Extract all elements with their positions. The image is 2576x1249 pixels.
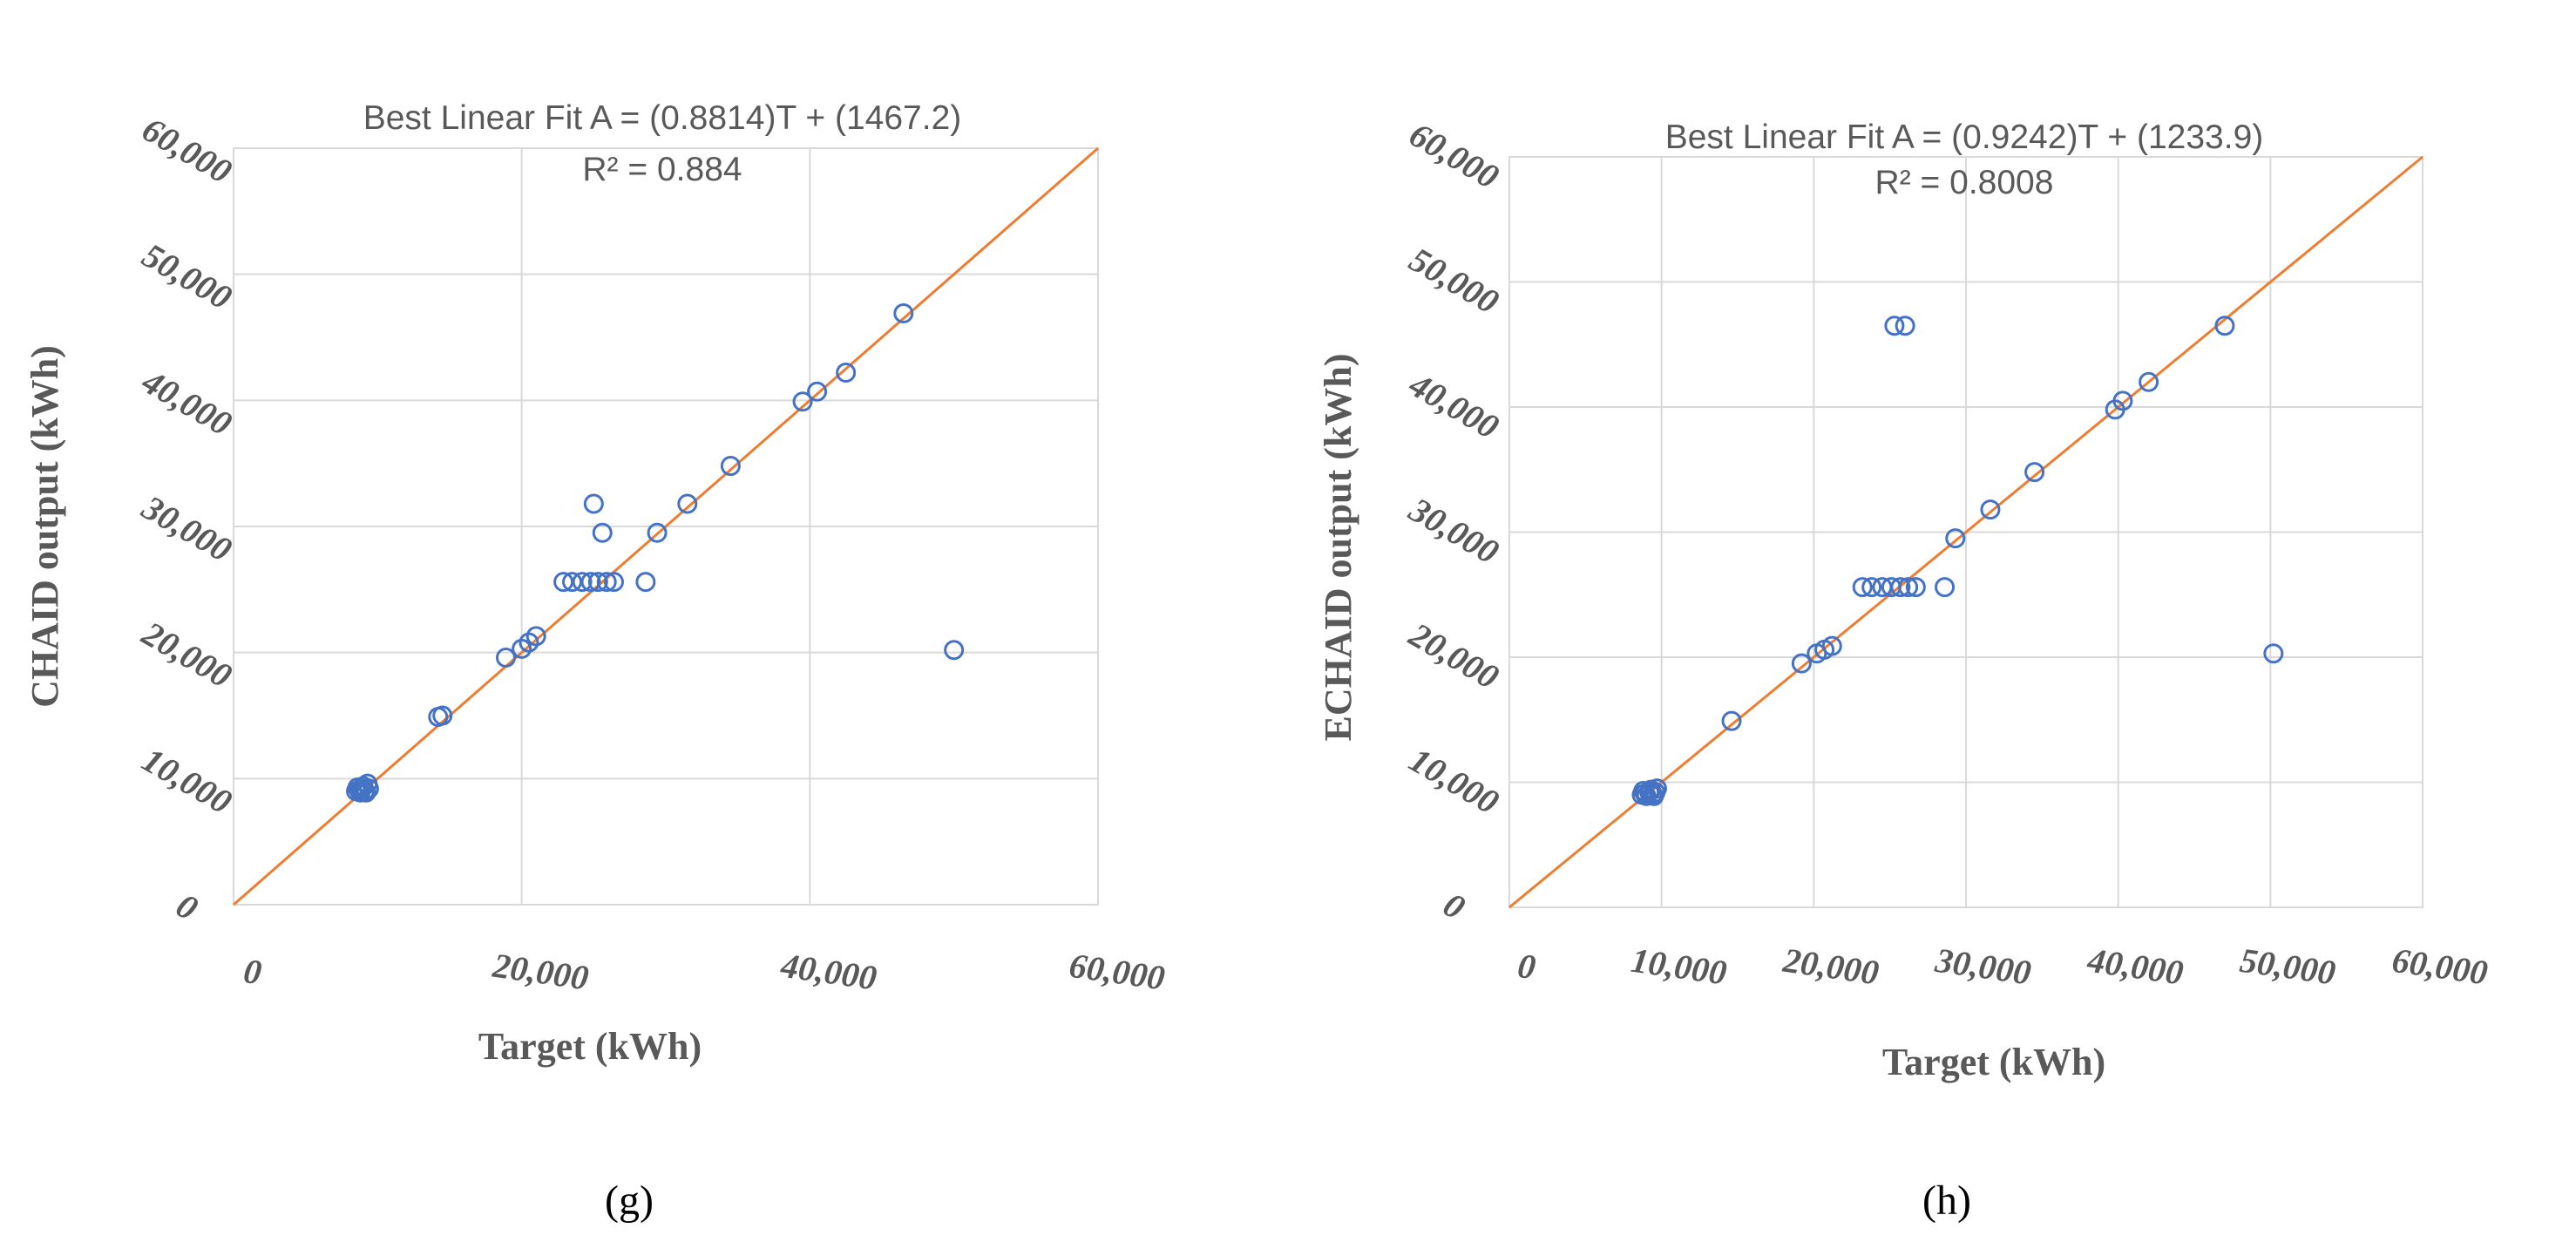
data-point [2139, 371, 2159, 392]
data-point [495, 647, 516, 668]
x-tick-label: 0 [1515, 946, 1538, 987]
data-point [1721, 710, 1742, 731]
data-point [792, 391, 813, 412]
data-point [2263, 643, 2284, 664]
panel-label-g: (g) [605, 1178, 654, 1224]
data-point [893, 303, 914, 324]
y-tick-label: 10,000 [1403, 740, 1506, 822]
y-tick-label: 20,000 [135, 613, 239, 695]
data-point [1905, 577, 1926, 598]
data-point [1980, 499, 2001, 520]
y-tick-label: 60,000 [136, 109, 239, 191]
data-point [432, 705, 453, 726]
y-tick-label: 30,000 [135, 487, 239, 569]
y-tick-label: 50,000 [136, 235, 239, 317]
gridlines-g [234, 148, 1098, 905]
x-tick-label: 10,000 [1629, 940, 1729, 993]
chart-subtitle-h: R² = 0.8008 [1875, 164, 2054, 201]
x-tick-label: 40,000 [778, 946, 879, 998]
data-point [603, 572, 624, 593]
x-tick-label: 30,000 [1932, 940, 2033, 993]
x-tick-label: 60,000 [2390, 940, 2490, 993]
y-tick-label: 30,000 [1402, 489, 1506, 571]
data-point [720, 456, 741, 477]
x-tick-label: 0 [241, 951, 264, 992]
x-tick-label: 60,000 [1067, 946, 1167, 998]
data-point [1890, 577, 1911, 598]
y-tick-label: 60,000 [1403, 114, 1506, 196]
data-point [1884, 316, 1905, 336]
data-point [525, 626, 546, 647]
x-axis-label-h: Target (kWh) [1882, 1041, 2105, 1083]
y-tick-label: 0 [170, 886, 205, 928]
points-h [1631, 316, 2284, 806]
chart-subtitle-g: R² = 0.884 [582, 151, 742, 188]
y-tick-label: 20,000 [1402, 614, 1506, 696]
data-point [1861, 577, 1882, 598]
x-tick-label: 40,000 [2085, 940, 2186, 993]
x-ticks-h: 0 10,000 20,000 30,000 40,000 50,000 60,000 [1515, 940, 2491, 993]
data-point [596, 572, 617, 593]
data-point [1852, 577, 1873, 598]
data-point [944, 640, 965, 661]
y-axis-label-h: ECHAID output (kWh) [1317, 354, 1359, 742]
x-axis-label-g: Target (kWh) [478, 1025, 702, 1068]
data-point [807, 381, 828, 402]
data-point [1898, 577, 1919, 598]
y-tick-label: 40,000 [135, 361, 239, 443]
x-tick-label: 20,000 [490, 946, 591, 998]
x-tick-label: 50,000 [2238, 940, 2338, 993]
data-point [2112, 390, 2133, 411]
data-point [1821, 635, 1842, 656]
data-point [583, 493, 604, 514]
chart-h: Best Linear Fit A = (0.9242)T + (1233.9)… [1317, 114, 2490, 1224]
chart-title-h: Best Linear Fit A = (0.9242)T + (1233.9) [1665, 119, 2264, 156]
data-point [647, 522, 668, 543]
y-tick-label: 10,000 [136, 740, 239, 822]
fit-line-g [233, 146, 1099, 906]
chart-g: Best Linear Fit A = (0.8814)T + (1467.2)… [24, 99, 1167, 1224]
y-ticks-h: 0 10,000 20,000 30,000 40,000 50,000 60,000 [1402, 114, 1506, 927]
y-tick-label: 40,000 [1402, 364, 1506, 446]
data-point [1935, 577, 1956, 598]
data-point [592, 522, 613, 543]
data-point [635, 572, 656, 593]
data-point [1791, 653, 1812, 674]
y-tick-label: 0 [1437, 885, 1472, 927]
data-point [2024, 462, 2045, 483]
data-point [677, 493, 698, 514]
data-point [347, 777, 368, 798]
y-tick-label: 50,000 [1403, 240, 1506, 322]
points-g [346, 303, 965, 803]
data-point [836, 363, 857, 384]
data-point [1895, 316, 1915, 336]
data-point [1645, 782, 1666, 803]
y-axis-label-g: CHAID output (kWh) [24, 345, 66, 708]
x-tick-label: 20,000 [1780, 940, 1881, 993]
data-point [358, 778, 379, 799]
data-point [587, 572, 608, 593]
panel-label-h: (h) [1922, 1178, 1971, 1224]
data-point [2214, 316, 2235, 336]
data-point [1633, 781, 1654, 802]
data-point [580, 572, 601, 593]
chart-title-g: Best Linear Fit A = (0.8814)T + (1467.2) [363, 99, 962, 137]
data-point [572, 572, 593, 593]
y-ticks-g: 0 10,000 20,000 30,000 40,000 50,000 60,000 [135, 109, 239, 927]
x-ticks-g: 0 20,000 40,000 60,000 [241, 946, 1168, 998]
data-point [1945, 528, 1966, 549]
